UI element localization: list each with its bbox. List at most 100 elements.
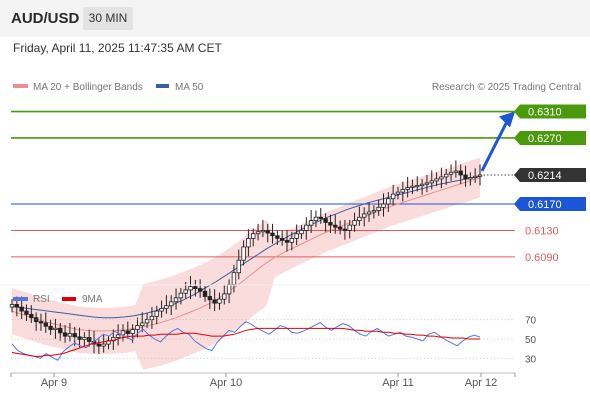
candle-body [337,226,343,230]
candle-body [164,305,169,309]
candle-body [313,216,319,221]
candle-body [386,198,391,205]
x-tick-label: Apr 11 [382,377,414,389]
candle-body [395,191,401,195]
bollinger-bands [12,157,480,370]
candle-body [468,177,473,180]
candle-body [24,310,29,315]
candle-body [444,173,449,178]
candle-body [477,174,483,177]
level-badge-0.6270 [514,130,586,145]
candle-body [328,222,333,226]
candle-body [193,286,198,289]
candle-body [405,187,410,190]
candle-body [82,337,87,340]
candle-body [207,296,213,301]
level-label-0.6090: 0.6090 [525,252,559,264]
candle-body [38,321,44,324]
candle-body [96,343,102,347]
timestamp: Friday, April 11, 2025 11:47:35 AM CET [13,41,222,55]
rsi-legend-label: RSI [33,294,50,305]
candle-body [448,171,454,175]
candle-body [458,170,463,176]
candle-body [294,233,299,239]
ma20-legend-label: MA 20 + Bollinger Bands [33,82,143,93]
candle-body [231,272,237,286]
candle-body [159,308,164,312]
level-label-0.6270: 0.6270 [528,133,562,145]
candle-body [120,330,126,336]
level-badge-0.6214 [514,167,586,182]
ma50-legend-swatch [156,84,169,88]
level-badges: 0.6310 0.6270 0.6214 0.6170 0.6130 0.6090 [514,104,586,264]
candle-body [169,301,174,307]
candle-body [289,237,295,243]
forecast-arrow [480,111,515,172]
candle-body [400,189,406,193]
candle-body [77,336,82,340]
x-tick-label: Apr 12 [465,377,497,389]
header-bar: AUD/USD 30 MIN [0,0,590,37]
forecast-arrow-head [499,111,515,128]
candle-body [188,286,193,291]
rsi-panel: 70 50 30 [11,316,537,365]
candle-body [279,237,285,241]
candle-body [270,232,275,237]
candle-body [58,327,63,334]
ma20-legend-swatch [13,84,28,88]
x-tick-label: Apr 9 [41,377,67,389]
candle-body [260,230,266,233]
candle-body [173,297,179,303]
rsi-tick-70: 70 [525,316,537,327]
candle-body [347,224,352,231]
candle-body [226,284,232,295]
forecast-arrow-shaft [480,118,510,172]
moving-averages [11,175,481,332]
candle-body [222,293,227,300]
candle-body [366,211,372,215]
candle-body [371,210,377,213]
candle-body [125,330,130,334]
candle-body [67,333,73,337]
candle-body [439,176,444,180]
rsi-ma-line [11,327,480,357]
candle-body [410,185,415,188]
x-tick-label: Apr 10 [210,377,242,389]
candle-body [299,230,304,235]
x-axis: Apr 9 Apr 10 Apr 11 Apr 12 [10,372,516,389]
candle-body [308,220,314,226]
timeframe-button[interactable]: 30 MIN [83,7,133,30]
level-badge-0.6170 [514,197,586,212]
candle-body [43,322,48,327]
candle-body [62,332,68,337]
candle-body [323,218,328,223]
candle-body [197,288,203,292]
level-label-0.6310: 0.6310 [528,107,562,119]
candle-body [29,313,34,319]
candle-body [178,292,184,299]
candle-body [202,290,208,297]
candle-body [212,299,217,304]
rsi-legend-swatch [13,297,28,301]
candle-body [434,178,439,182]
candle-body [463,174,468,180]
rsi-tick-30: 30 [525,354,537,365]
candle-body [149,315,155,321]
candle-body [376,206,381,212]
candle-body [275,235,280,239]
rsi-tick-50: 50 [525,335,537,346]
candle-body [14,304,20,308]
credit-label: Research © 2025 Trading Central [432,82,581,93]
candle-body [101,343,106,347]
candle-body [453,170,459,173]
candle-body [333,224,338,228]
candle-body [342,228,348,231]
candle-body [352,220,357,226]
candle-body [217,298,222,304]
candle-body [255,231,261,235]
candle-body [390,193,396,200]
candle-body [362,213,367,218]
candle-body [53,327,58,330]
